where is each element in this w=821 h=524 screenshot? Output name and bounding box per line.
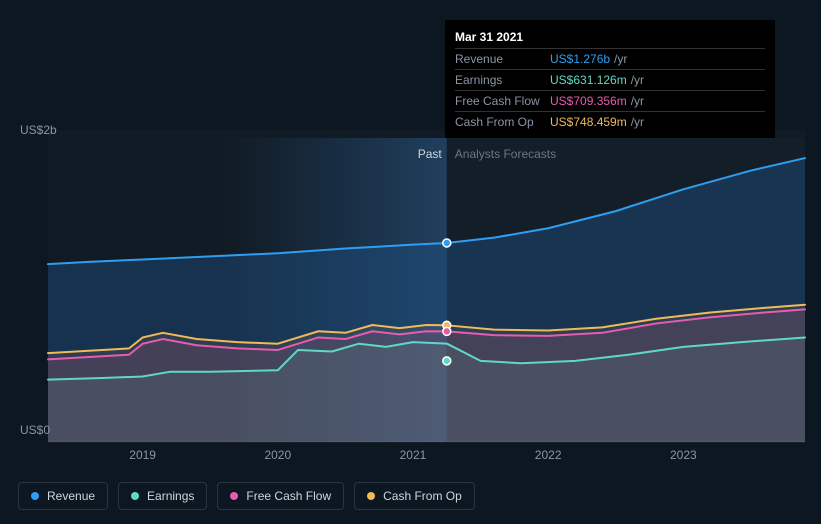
tooltip-row-value: US$1.276b [550, 52, 610, 66]
y-axis-bottom-label: US$0 [20, 423, 50, 437]
legend-dot-icon [31, 492, 39, 500]
tooltip-row-unit: /yr [631, 115, 644, 129]
tooltip-row-label: Cash From Op [455, 115, 550, 129]
marker-dot-fcf [443, 327, 451, 335]
legend-item[interactable]: Free Cash Flow [217, 482, 344, 510]
tooltip-row-label: Revenue [455, 52, 550, 66]
tooltip-row: Cash From OpUS$748.459m/yr [455, 111, 765, 132]
legend-dot-icon [367, 492, 375, 500]
x-tick: 2021 [400, 448, 427, 462]
legend-dot-icon [131, 492, 139, 500]
marker-dot-earnings [443, 357, 451, 365]
chart-container: US$2b US$0 Past Analysts Forecasts 2019 2… [0, 0, 821, 524]
tooltip-row: RevenueUS$1.276b/yr [455, 48, 765, 69]
x-tick: 2020 [264, 448, 291, 462]
tooltip-row: EarningsUS$631.126m/yr [455, 69, 765, 90]
x-tick: 2022 [535, 448, 562, 462]
legend-label: Cash From Op [383, 489, 462, 503]
legend-label: Free Cash Flow [246, 489, 331, 503]
tooltip-row-value: US$709.356m [550, 94, 627, 108]
tooltip-row-unit: /yr [631, 73, 644, 87]
legend-label: Revenue [47, 489, 95, 503]
forecast-section-label: Analysts Forecasts [455, 147, 556, 161]
legend-item[interactable]: Earnings [118, 482, 207, 510]
past-section-label: Past [387, 147, 442, 161]
chart-tooltip: Mar 31 2021 RevenueUS$1.276b/yrEarningsU… [445, 20, 775, 138]
x-tick: 2019 [129, 448, 156, 462]
tooltip-row-unit: /yr [631, 94, 644, 108]
legend-dot-icon [230, 492, 238, 500]
legend-label: Earnings [147, 489, 194, 503]
legend-item[interactable]: Cash From Op [354, 482, 475, 510]
tooltip-row: Free Cash FlowUS$709.356m/yr [455, 90, 765, 111]
tooltip-row-unit: /yr [614, 52, 627, 66]
chart-legend: Revenue Earnings Free Cash Flow Cash From O… [18, 482, 475, 510]
marker-dot-revenue [443, 239, 451, 247]
tooltip-row-label: Earnings [455, 73, 550, 87]
tooltip-row-value: US$748.459m [550, 115, 627, 129]
legend-item[interactable]: Revenue [18, 482, 108, 510]
tooltip-row-label: Free Cash Flow [455, 94, 550, 108]
x-tick: 2023 [670, 448, 697, 462]
tooltip-title: Mar 31 2021 [455, 26, 765, 48]
y-axis-top-label: US$2b [20, 123, 57, 137]
tooltip-row-value: US$631.126m [550, 73, 627, 87]
